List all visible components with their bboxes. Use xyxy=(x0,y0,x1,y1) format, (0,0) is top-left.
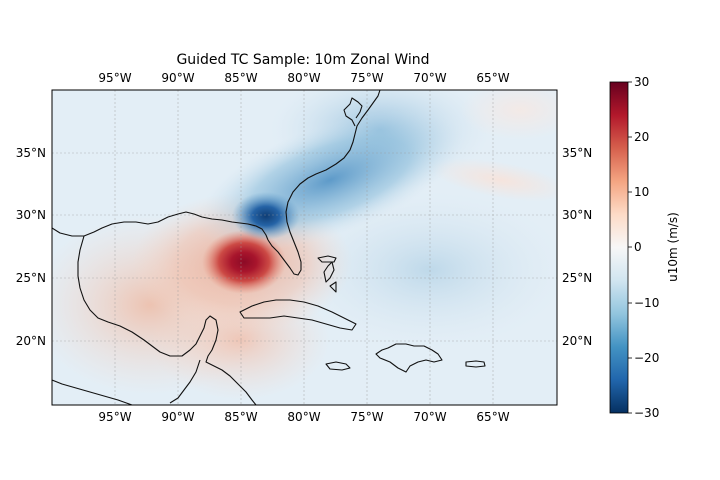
wind-field xyxy=(52,90,557,405)
map-frame xyxy=(51,89,558,406)
lon-label: 70°W xyxy=(413,71,446,85)
lon-label: 85°W xyxy=(224,71,257,85)
colorbar-scale xyxy=(609,81,629,414)
puerto-rico-coastline xyxy=(465,360,486,368)
hispaniola-coastline xyxy=(375,343,443,373)
lat-label: 20°N xyxy=(16,334,46,348)
lat-label: 30°N xyxy=(16,208,46,222)
colorbar-tick-label: −20 xyxy=(634,351,659,365)
lat-label: 30°N xyxy=(562,208,592,222)
wind-minimum xyxy=(52,90,557,405)
cuba-coastline xyxy=(239,299,357,331)
lon-label: 75°W xyxy=(350,410,383,424)
florida-coastline xyxy=(267,90,381,276)
mexico-coastline xyxy=(77,235,257,405)
lon-label: 80°W xyxy=(287,71,320,85)
bahamas-islands-coastline xyxy=(323,261,335,283)
lon-label: 70°W xyxy=(413,410,446,424)
lon-label: 90°W xyxy=(161,71,194,85)
lon-labels-top: 95°W 90°W 85°W 80°W 75°W 70°W 65°W xyxy=(98,71,509,85)
lon-label: 80°W xyxy=(287,410,320,424)
central-america-coastline xyxy=(169,359,201,404)
map-panel: 95°W 90°W 85°W 80°W 75°W 70°W 65°W 95°W … xyxy=(16,71,593,424)
lon-label: 95°W xyxy=(98,410,131,424)
lat-labels-left: 35°N 30°N 25°N 20°N xyxy=(16,146,46,348)
jamaica-coastline xyxy=(325,361,351,371)
coastlines xyxy=(52,90,486,405)
bahamas-coastline xyxy=(317,255,337,263)
colorbar-tick-label: 10 xyxy=(634,185,649,199)
colorbar-tick-label: −30 xyxy=(634,406,659,420)
map-title: Guided TC Sample: 10m Zonal Wind xyxy=(176,52,429,68)
lat-label: 35°N xyxy=(562,146,592,160)
colorbar-tick-label: −10 xyxy=(634,296,659,310)
pacific-coastline xyxy=(52,379,133,405)
lon-label: 90°W xyxy=(161,410,194,424)
gridlines xyxy=(52,90,557,405)
lon-label: 65°W xyxy=(476,71,509,85)
colorbar-tick-label: 20 xyxy=(634,130,649,144)
outer-banks-coastline xyxy=(343,97,363,127)
gulf-coast-coastline xyxy=(52,211,269,241)
lat-label: 35°N xyxy=(16,146,46,160)
lat-label: 25°N xyxy=(562,271,592,285)
colorbar-tick-label: 0 xyxy=(634,240,642,254)
colorbar: 30 20 10 0 −10 −20 −30 u10m (m/s) xyxy=(609,75,680,420)
colorbar-ticks xyxy=(628,81,632,414)
lat-label: 25°N xyxy=(16,271,46,285)
lat-labels-right: 35°N 30°N 25°N 20°N xyxy=(562,146,592,348)
lon-labels-bottom: 95°W 90°W 85°W 80°W 75°W 70°W 65°W xyxy=(98,410,509,424)
bahamas-south-coastline xyxy=(329,281,337,293)
colorbar-tick-label: 30 xyxy=(634,75,649,89)
lon-label: 95°W xyxy=(98,71,131,85)
lon-label: 85°W xyxy=(224,410,257,424)
lon-label: 65°W xyxy=(476,410,509,424)
lon-label: 75°W xyxy=(350,71,383,85)
colorbar-label: u10m (m/s) xyxy=(666,212,680,282)
lat-label: 20°N xyxy=(562,334,592,348)
